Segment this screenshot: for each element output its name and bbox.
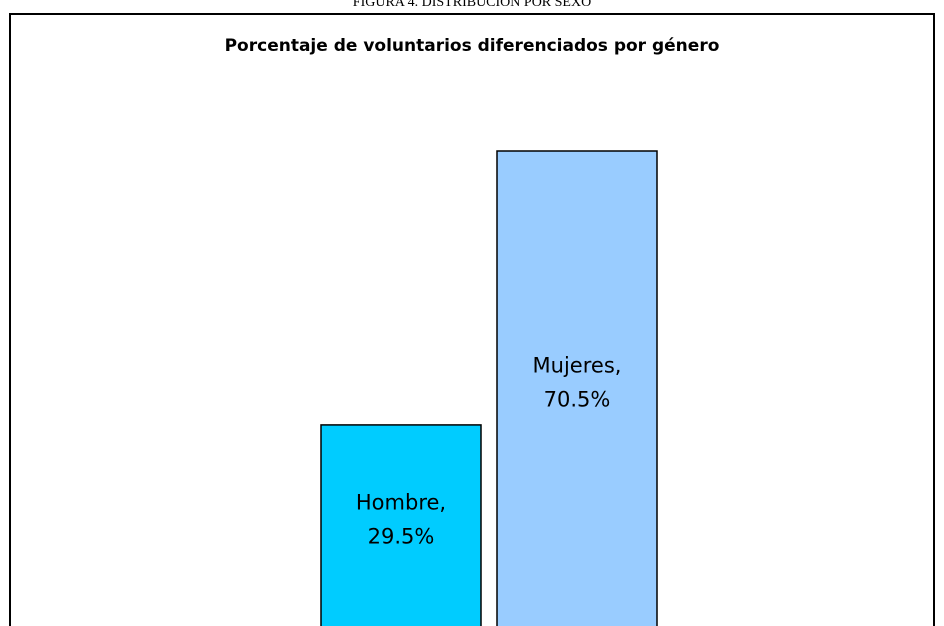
bar — [496, 150, 658, 626]
bar-category-label: Mujeres, — [533, 354, 622, 378]
bar-value-label: 29.5% — [368, 524, 435, 548]
bar-category-label: Hombre, — [356, 490, 446, 514]
bar — [320, 424, 482, 626]
bar-value-label: 70.5% — [544, 388, 611, 412]
figure-caption: FIGURA 4. DISTRIBUCIÓN POR SEXO — [353, 0, 591, 10]
chart-title: Porcentaje de voluntarios diferenciados … — [225, 36, 720, 56]
